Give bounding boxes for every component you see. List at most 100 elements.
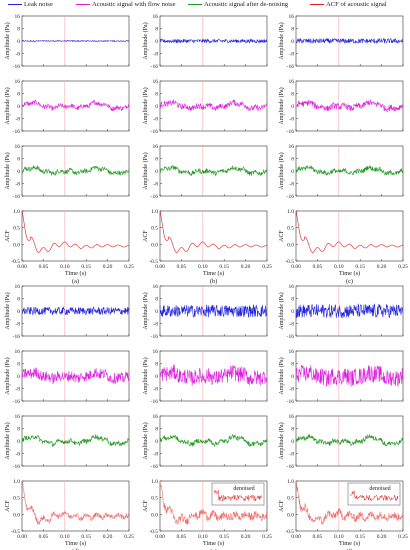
inset-label: denoised xyxy=(369,486,390,492)
y-axis-label: Amplitude (Pa) xyxy=(4,22,11,59)
y-tick-label: 16 xyxy=(15,79,21,85)
plot-frame xyxy=(21,480,130,532)
y-tick-label: -8 xyxy=(15,452,20,458)
y-axis-label: ACF xyxy=(5,230,11,242)
y-tick-label: 0 xyxy=(291,309,294,315)
y-tick-label: 8 xyxy=(17,427,20,433)
y-tick-label: 0 xyxy=(291,39,294,45)
x-tick-label: 0.05 xyxy=(177,534,187,540)
y-axis-label: Amplitude (Pa) xyxy=(278,22,285,59)
y-tick-label: 16 xyxy=(153,79,159,85)
x-tick-label: 0.15 xyxy=(355,534,365,540)
y-tick-label: 0 xyxy=(291,104,294,110)
y-tick-label: -16 xyxy=(287,334,295,340)
y-axis-label: ACF xyxy=(143,230,149,242)
x-tick-label: 0.00 xyxy=(17,264,27,270)
x-tick-label: 0.00 xyxy=(291,534,301,540)
series-line-acoustic-signal-with-flow-noise xyxy=(21,367,130,385)
y-tick-label: 0 xyxy=(291,169,294,175)
y-tick-label: 8 xyxy=(155,27,158,33)
x-tick-label: 0.05 xyxy=(313,264,323,270)
x-axis-label: Time (s) xyxy=(65,540,86,547)
y-tick-label: -8 xyxy=(153,322,158,328)
y-axis-label: Amplitude (Pa) xyxy=(142,292,149,329)
x-tick-label: 0.00 xyxy=(17,534,27,540)
y-tick-label: 0.0 xyxy=(151,512,158,518)
y-tick-label: -8 xyxy=(15,117,20,123)
series-line-leak-noise xyxy=(295,303,404,319)
series-line-acf-of-acoustic-signal xyxy=(159,210,268,253)
y-tick-label: -0.5 xyxy=(149,529,158,535)
legend-item-flow-noise: Acoustic signal with flow noise xyxy=(76,1,176,8)
plot-frame xyxy=(295,480,404,532)
y-tick-label: 8 xyxy=(17,157,20,163)
y-tick-label: -0.5 xyxy=(11,529,20,535)
x-tick-label: 0.05 xyxy=(39,264,49,270)
y-tick-label: 0 xyxy=(17,374,20,380)
y-tick-label: 16 xyxy=(289,79,295,85)
series-line-acoustic-signal-with-flow-noise xyxy=(295,364,404,387)
y-tick-label: 1.0 xyxy=(151,479,158,485)
y-tick-label: 0.5 xyxy=(287,496,294,502)
series-line-acoustic-signal-after-de-noising xyxy=(295,165,404,176)
y-axis-label: Amplitude (Pa) xyxy=(4,292,11,329)
y-tick-label: 0.0 xyxy=(287,242,294,248)
y-axis-label: Amplitude (Pa) xyxy=(278,152,285,189)
y-tick-label: 16 xyxy=(153,284,159,290)
y-tick-label: 8 xyxy=(17,27,20,33)
x-axis-label: Time (s) xyxy=(339,540,360,547)
inset-label: denoised xyxy=(233,486,254,492)
x-tick-label: 0.10 xyxy=(198,534,208,540)
legend-label: Leak noise xyxy=(24,1,53,8)
plot-frame xyxy=(159,480,268,532)
y-tick-label: -8 xyxy=(153,117,158,123)
series-line-leak-noise xyxy=(159,304,268,318)
y-axis-label: Amplitude (Pa) xyxy=(4,87,11,124)
y-tick-label: 0 xyxy=(291,439,294,445)
y-tick-label: -8 xyxy=(153,52,158,58)
y-tick-label: -16 xyxy=(151,464,159,470)
x-tick-label: 0.20 xyxy=(377,534,387,540)
y-tick-label: -16 xyxy=(151,194,159,200)
y-tick-label: 16 xyxy=(15,144,21,150)
plot-frame xyxy=(159,415,268,467)
y-tick-label: -8 xyxy=(15,182,20,188)
plot-frame xyxy=(21,80,130,132)
x-tick-label: 0.10 xyxy=(334,264,344,270)
y-tick-label: -8 xyxy=(289,52,294,58)
y-tick-label: 16 xyxy=(153,144,159,150)
y-axis-label: Amplitude (Pa) xyxy=(278,422,285,459)
series-line-acf-of-acoustic-signal xyxy=(21,210,130,253)
series-line-acoustic-signal-after-de-noising xyxy=(21,165,130,176)
y-tick-label: 8 xyxy=(155,92,158,98)
x-tick-label: 0.05 xyxy=(177,264,187,270)
x-tick-label: 0.00 xyxy=(291,264,301,270)
y-axis-label: ACF xyxy=(143,500,149,512)
y-tick-label: -16 xyxy=(151,129,159,135)
x-tick-label: 0.05 xyxy=(313,534,323,540)
y-tick-label: 0.0 xyxy=(287,512,294,518)
y-tick-label: 16 xyxy=(153,14,159,20)
y-tick-label: 8 xyxy=(155,297,158,303)
y-tick-label: 0.0 xyxy=(13,512,20,518)
y-tick-label: 8 xyxy=(291,297,294,303)
y-tick-label: 16 xyxy=(15,414,21,420)
y-tick-label: 16 xyxy=(15,284,21,290)
y-tick-label: 8 xyxy=(17,297,20,303)
y-axis-label: Amplitude (Pa) xyxy=(142,152,149,189)
y-tick-label: -8 xyxy=(153,387,158,393)
y-tick-label: 1.0 xyxy=(287,479,294,485)
y-tick-label: 8 xyxy=(291,27,294,33)
y-tick-label: -16 xyxy=(13,194,21,200)
subplot-label: (d) xyxy=(72,548,79,550)
y-tick-label: 0 xyxy=(155,309,158,315)
y-tick-label: 0 xyxy=(291,374,294,380)
x-tick-label: 0.15 xyxy=(219,534,229,540)
y-tick-label: -0.5 xyxy=(149,259,158,265)
y-tick-label: 0 xyxy=(155,169,158,175)
y-axis-label: ACF xyxy=(279,230,285,242)
series-line-acoustic-signal-after-de-noising xyxy=(295,433,404,447)
y-tick-label: -16 xyxy=(287,464,295,470)
y-tick-label: -16 xyxy=(151,334,159,340)
series-line-leak-noise xyxy=(21,306,130,316)
